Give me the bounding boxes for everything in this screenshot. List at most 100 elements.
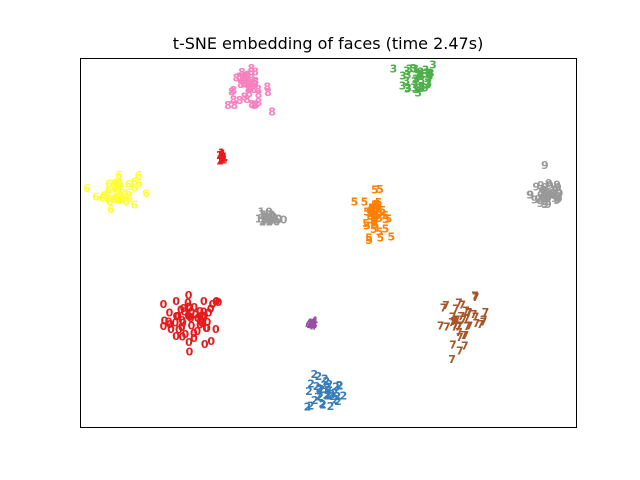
point-label-1: 1 <box>219 148 227 161</box>
point-label-3: 3 <box>413 72 421 85</box>
point-label-3: 3 <box>406 63 414 76</box>
point-label-3: 3 <box>425 68 433 81</box>
point-label-9: 9 <box>551 183 559 196</box>
point-label-9: 9 <box>541 198 549 211</box>
point-label-6: 6 <box>125 192 133 205</box>
point-label-0: 0 <box>194 312 202 325</box>
point-label-7: 7 <box>455 296 463 309</box>
point-label-0: 0 <box>212 323 220 336</box>
point-label-8: 8 <box>247 83 255 96</box>
point-label-3: 3 <box>425 67 433 80</box>
point-label-3: 3 <box>414 87 422 100</box>
point-label-1: 1 <box>219 149 227 162</box>
point-label-4: 4 <box>309 320 317 333</box>
point-label-2: 2 <box>310 368 318 381</box>
point-label-10: 10 <box>262 211 278 224</box>
point-label-6: 6 <box>111 192 119 205</box>
point-label-3: 3 <box>427 67 435 80</box>
point-label-3: 3 <box>422 63 430 76</box>
point-label-6: 6 <box>114 176 122 189</box>
point-label-8: 8 <box>235 71 243 84</box>
point-label-0: 0 <box>185 301 193 314</box>
point-label-0: 0 <box>192 308 200 321</box>
point-label-8: 8 <box>245 87 253 100</box>
point-label-6: 6 <box>83 182 91 195</box>
point-label-2: 2 <box>324 384 332 397</box>
point-label-2: 2 <box>329 390 337 403</box>
point-label-5: 5 <box>370 214 378 227</box>
point-label-2: 2 <box>314 391 322 404</box>
point-label-0: 0 <box>165 315 173 328</box>
point-label-8: 8 <box>240 78 248 91</box>
point-label-0: 0 <box>201 310 209 323</box>
point-label-3: 3 <box>421 68 429 81</box>
point-label-4: 4 <box>308 317 316 330</box>
point-label-0: 0 <box>161 314 169 327</box>
point-label-6: 6 <box>98 192 106 205</box>
point-label-7: 7 <box>461 329 469 342</box>
point-label-0: 0 <box>175 324 183 337</box>
point-label-8: 8 <box>233 71 241 84</box>
point-label-7: 7 <box>449 311 457 324</box>
point-label-2: 2 <box>331 386 339 399</box>
point-label-6: 6 <box>125 178 133 191</box>
point-label-2: 2 <box>332 380 340 393</box>
point-label-2: 2 <box>340 389 348 402</box>
point-label-7: 7 <box>453 314 461 327</box>
point-label-3: 3 <box>418 82 426 95</box>
point-label-3: 3 <box>413 67 421 80</box>
point-label-1: 1 <box>218 147 226 160</box>
point-label-5: 5 <box>365 234 373 247</box>
point-label-9: 9 <box>541 181 549 194</box>
point-label-10: 10 <box>267 212 283 225</box>
point-label-8: 8 <box>252 99 260 112</box>
point-label-5: 5 <box>363 220 371 233</box>
point-label-0: 0 <box>184 297 192 310</box>
point-label-0: 0 <box>171 316 179 329</box>
point-label-0: 0 <box>193 325 201 338</box>
point-label-9: 9 <box>544 198 552 211</box>
point-label-5: 5 <box>365 232 373 245</box>
point-label-7: 7 <box>462 305 470 318</box>
point-label-4: 4 <box>310 318 318 331</box>
point-label-0: 0 <box>180 306 188 319</box>
point-label-6: 6 <box>118 183 126 196</box>
point-label-5: 5 <box>367 204 375 217</box>
point-label-8: 8 <box>247 77 255 90</box>
point-label-4: 4 <box>309 317 317 330</box>
point-label-9: 9 <box>527 189 535 202</box>
point-label-0: 0 <box>185 289 193 302</box>
point-label-3: 3 <box>411 82 419 95</box>
point-label-9: 9 <box>546 179 554 192</box>
point-label-3: 3 <box>404 69 412 82</box>
point-label-8: 8 <box>243 93 251 106</box>
point-label-7: 7 <box>456 319 464 332</box>
point-label-3: 3 <box>399 70 407 83</box>
point-label-8: 8 <box>243 70 251 83</box>
point-label-9: 9 <box>541 197 549 210</box>
point-label-6: 6 <box>116 190 124 203</box>
point-label-9: 9 <box>551 192 559 205</box>
point-label-0: 0 <box>196 305 204 318</box>
point-label-9: 9 <box>554 181 562 194</box>
point-label-6: 6 <box>115 179 123 192</box>
point-label-0: 0 <box>186 310 194 323</box>
point-label-0: 0 <box>186 345 194 358</box>
point-label-6: 6 <box>135 169 143 182</box>
point-label-0: 0 <box>207 303 215 316</box>
point-label-1: 1 <box>218 150 226 163</box>
point-label-5: 5 <box>368 201 376 214</box>
point-label-7: 7 <box>448 316 456 329</box>
point-label-5: 5 <box>372 203 380 216</box>
point-label-0: 0 <box>202 322 210 335</box>
point-label-0: 0 <box>160 320 168 333</box>
point-label-7: 7 <box>463 320 471 333</box>
point-label-5: 5 <box>361 195 369 208</box>
point-label-0: 0 <box>187 306 195 319</box>
point-label-9: 9 <box>539 193 547 206</box>
point-label-6: 6 <box>111 183 119 196</box>
point-label-7: 7 <box>477 318 485 331</box>
point-label-5: 5 <box>379 204 387 217</box>
point-label-5: 5 <box>371 183 379 196</box>
point-label-0: 0 <box>160 298 168 311</box>
